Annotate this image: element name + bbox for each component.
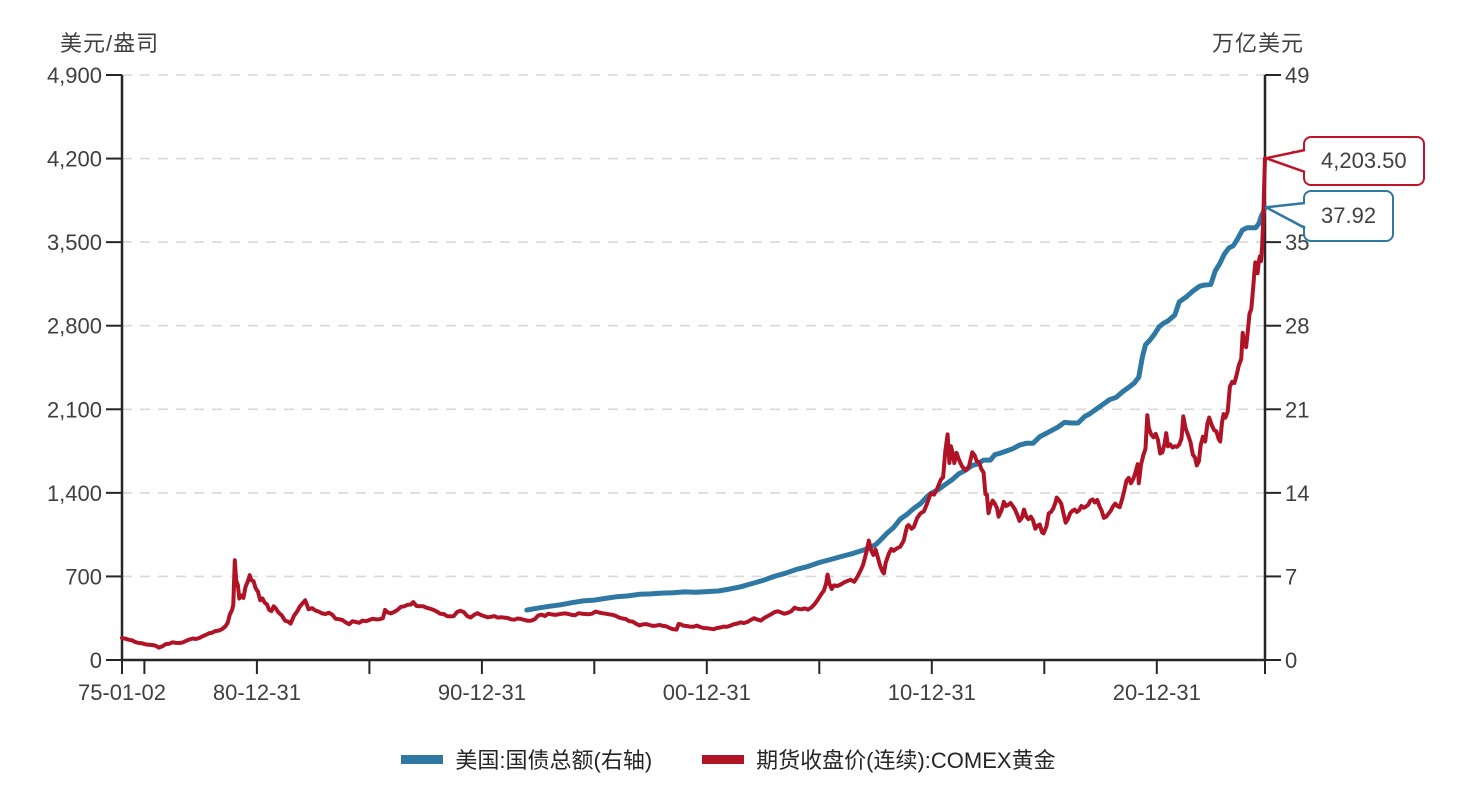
left-axis-title: 美元/盎司 (60, 31, 160, 56)
right-axis-tick-label: 49 (1285, 63, 1309, 88)
left-axis-tick-label: 4,900 (47, 63, 102, 88)
x-axis-tick-label: 10-12-31 (888, 680, 976, 705)
x-axis-tick-label: 80-12-31 (213, 680, 301, 705)
left-axis-tick-label: 4,200 (47, 147, 102, 172)
legend-item-gold[interactable]: 期货收盘价(连续):COMEX黄金 (702, 743, 1056, 775)
right-axis-tick-label: 7 (1285, 564, 1297, 589)
left-axis-tick-label: 700 (65, 564, 102, 589)
gold-legend-label: 期货收盘价(连续):COMEX黄金 (756, 748, 1056, 773)
debt-last-value-callout: 37.92 (1303, 190, 1395, 242)
gold-last-value-callout: 4,203.50 (1303, 136, 1425, 186)
legend: 美国:国债总额(右轴) 期货收盘价(连续):COMEX黄金 (0, 736, 1457, 782)
x-axis-tick-label: 75-01-02 (78, 680, 166, 705)
gold-series-line (120, 156, 1267, 650)
x-axis-tick-label: 00-12-31 (663, 680, 751, 705)
legend-item-debt[interactable]: 美国:国债总额(右轴) (401, 743, 652, 775)
x-axis-tick-label: 20-12-31 (1113, 680, 1201, 705)
left-axis-tick-label: 3,500 (47, 230, 102, 255)
gold-line-swatch (702, 754, 745, 764)
right-axis-tick-label: 14 (1285, 481, 1309, 506)
debt-legend-label: 美国:国债总额(右轴) (455, 748, 653, 773)
gold-last-value: 4,203.50 (1321, 148, 1407, 173)
x-axis-tick-label: 90-12-31 (438, 680, 526, 705)
right-axis-title: 万亿美元 (1212, 31, 1305, 56)
left-axis-tick-label: 1,400 (47, 481, 102, 506)
right-axis-tick-label: 0 (1285, 648, 1297, 673)
right-axis-tick-label: 21 (1285, 397, 1309, 422)
left-axis-tick-label: 2,800 (47, 314, 102, 339)
right-axis-tick-label: 28 (1285, 314, 1309, 339)
debt-last-value: 37.92 (1321, 203, 1377, 228)
left-axis-tick-label: 0 (90, 648, 102, 673)
debt-series-line (524, 204, 1268, 613)
left-axis-tick-label: 2,100 (47, 397, 102, 422)
debt-line-swatch (401, 754, 444, 764)
